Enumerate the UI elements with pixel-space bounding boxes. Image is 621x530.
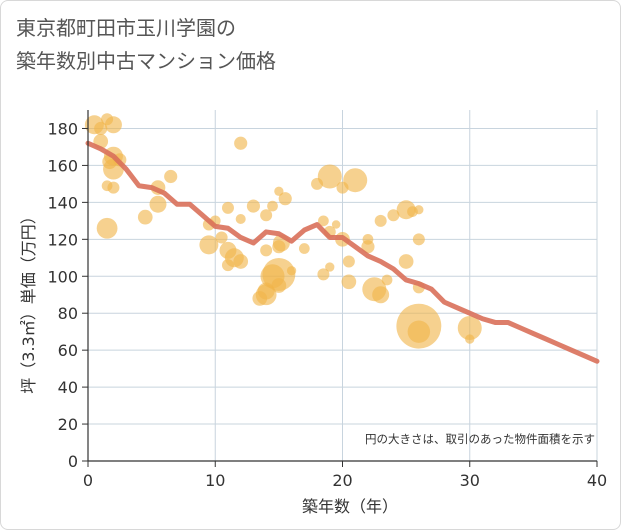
- data-bubble: [164, 169, 178, 184]
- data-bubble: [246, 199, 260, 213]
- chart-title-line-2: 築年数別中古マンション価格: [16, 49, 276, 73]
- axes: 0 10 20 30 40 0 20 40 60 80 100 120 140 160 180: [47, 110, 607, 490]
- data-bubble: [278, 192, 292, 206]
- y-tick-label: 120: [47, 230, 78, 249]
- data-bubble: [262, 257, 296, 291]
- trend-layer: [85, 140, 600, 364]
- y-tick-label: 140: [47, 193, 78, 212]
- data-bubble: [398, 254, 414, 269]
- data-bubble: [255, 284, 277, 306]
- data-bubble: [407, 320, 431, 343]
- trend-line: [85, 140, 600, 364]
- data-bubble: [341, 274, 357, 290]
- y-tick-label: 60: [58, 341, 78, 360]
- data-bubble: [96, 217, 118, 239]
- data-bubble: [372, 286, 390, 304]
- data-bubble: [317, 164, 342, 189]
- data-bubble: [215, 231, 228, 244]
- data-bubble: [286, 266, 297, 276]
- y-tick-label: 80: [58, 304, 78, 323]
- y-tick-label: 180: [47, 119, 78, 138]
- chart-title: 東京都町田市玉川学園の 築年数別中古マンション価格: [16, 12, 276, 78]
- data-bubble: [317, 268, 330, 281]
- data-bubble: [331, 220, 341, 229]
- grid: [88, 110, 598, 461]
- x-tick-label: 40: [587, 471, 607, 490]
- data-bubble: [457, 315, 482, 340]
- data-bubble: [298, 243, 310, 254]
- chart-note: 円の大きさは、取引のあった物件面積を示す: [365, 432, 595, 446]
- y-tick-label: 100: [47, 267, 78, 286]
- x-tick-label: 10: [205, 471, 225, 490]
- data-bubble: [342, 255, 355, 268]
- data-bubble: [104, 116, 122, 134]
- data-bubble: [260, 209, 273, 222]
- data-bubble: [465, 334, 475, 344]
- data-bubble: [343, 168, 368, 193]
- data-bubble: [374, 214, 387, 227]
- data-bubble: [149, 195, 167, 213]
- y-tick-label: 40: [58, 378, 78, 397]
- data-bubble: [381, 274, 393, 286]
- data-bubble: [137, 209, 153, 225]
- bubble-layer: [84, 113, 482, 349]
- x-tick-label: 20: [332, 471, 352, 490]
- data-bubble: [260, 244, 273, 257]
- data-bubble: [325, 262, 335, 272]
- data-bubble: [267, 200, 278, 212]
- chart-title-line-1: 東京都町田市玉川学園の: [16, 16, 236, 40]
- data-bubble: [271, 278, 287, 293]
- data-bubble: [414, 205, 424, 215]
- data-bubble: [412, 233, 425, 246]
- y-axis-label: 坪（3.3㎡）単価（万円）: [19, 208, 38, 393]
- data-bubble: [361, 240, 375, 254]
- data-bubble: [235, 213, 246, 225]
- data-bubble: [199, 235, 219, 255]
- data-bubble: [233, 254, 249, 269]
- data-bubble: [318, 215, 329, 227]
- data-bubble: [94, 121, 108, 136]
- y-tick-label: 0: [68, 452, 78, 471]
- x-tick-label: 0: [83, 471, 93, 490]
- x-axis-label: 築年数（年）: [302, 497, 398, 516]
- data-bubble: [221, 201, 234, 214]
- data-bubble: [234, 136, 248, 150]
- y-tick-label: 20: [58, 415, 78, 434]
- data-bubble: [107, 181, 120, 194]
- y-tick-label: 160: [47, 156, 78, 175]
- x-tick-label: 30: [460, 471, 480, 490]
- data-bubble: [387, 209, 400, 222]
